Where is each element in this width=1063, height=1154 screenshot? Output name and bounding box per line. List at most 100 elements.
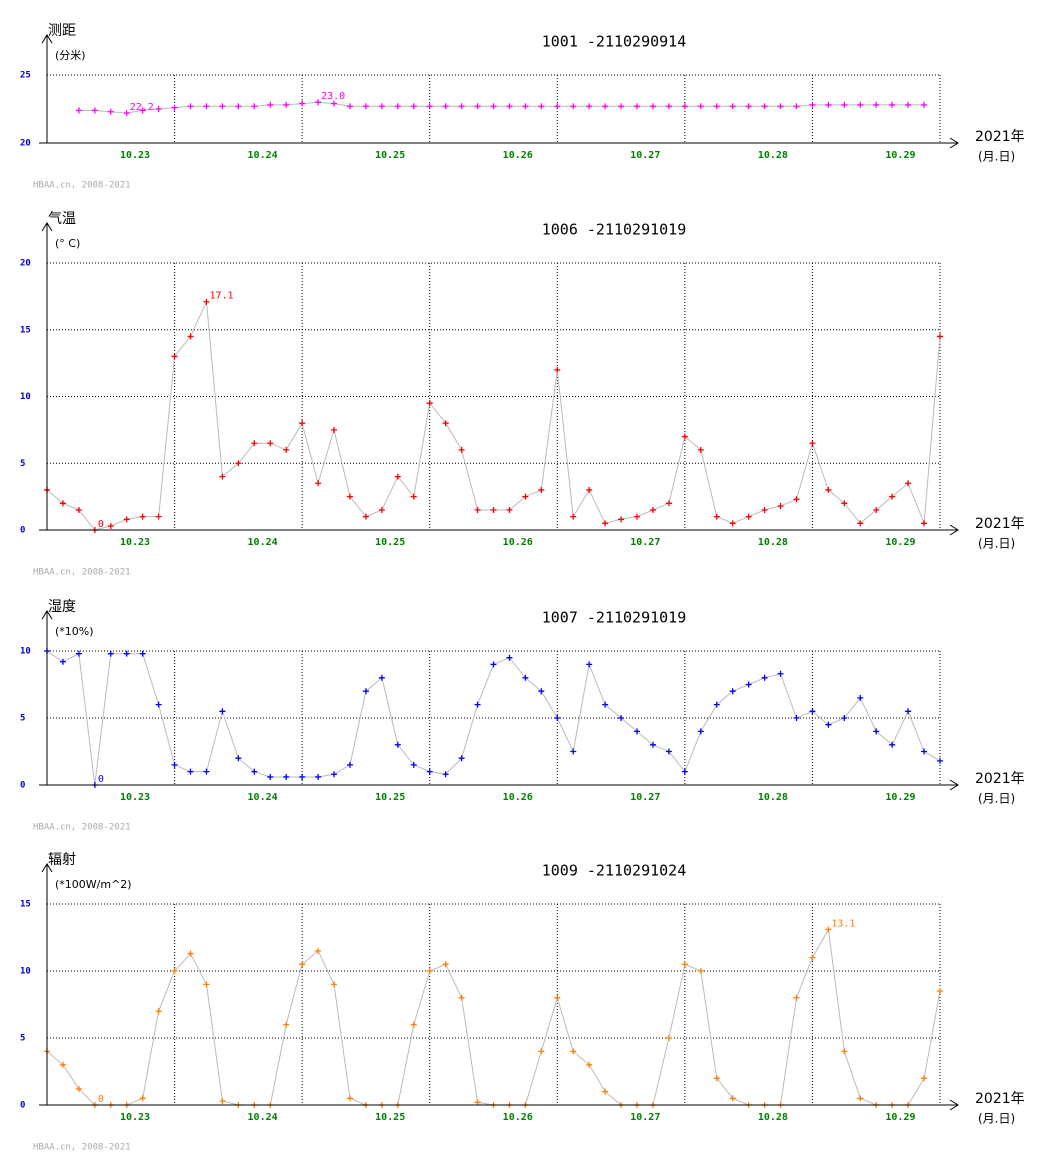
data-point <box>905 480 912 487</box>
y-tick-label: 20 <box>20 139 31 149</box>
data-point <box>713 1075 720 1082</box>
x-axis-label: 2021年 <box>975 129 1025 145</box>
annotation: 0 <box>98 519 104 530</box>
footer: HBAA.cn, 2008-2021 <box>33 1143 131 1153</box>
data-point <box>761 103 768 110</box>
x-axis-label: 2021年 <box>975 516 1025 532</box>
x-tick-label: 10.29 <box>885 792 915 803</box>
x-tick-label: 10.24 <box>248 150 278 161</box>
data-point <box>586 1061 593 1068</box>
data-point <box>649 506 656 513</box>
data-point <box>937 333 943 340</box>
data-point <box>889 101 896 108</box>
x-tick-label: 10.27 <box>630 1112 660 1123</box>
x-tick-label: 10.24 <box>248 537 278 548</box>
data-point <box>346 103 353 110</box>
data-point <box>315 480 322 487</box>
data-point <box>123 650 130 657</box>
series-line <box>78 101 925 114</box>
data-point <box>665 500 672 507</box>
data-point <box>825 486 832 493</box>
x-axis-unit: (月.日) <box>978 792 1015 806</box>
data-point <box>522 493 529 500</box>
panel-subtitle: 1007 -2110291019 <box>542 609 687 627</box>
data-point <box>315 773 322 780</box>
data-point <box>235 755 242 762</box>
data-point <box>442 420 449 427</box>
panel-subtitle: 1001 -2110290914 <box>542 33 687 51</box>
data-point <box>378 674 385 681</box>
x-axis-label: 2021年 <box>975 1091 1025 1107</box>
data-point <box>681 103 688 110</box>
data-point <box>299 420 306 427</box>
data-point <box>570 1048 577 1055</box>
data-point <box>155 701 162 708</box>
x-tick-label: 10.26 <box>503 1112 533 1123</box>
data-point <box>841 101 848 108</box>
data-point <box>554 103 561 110</box>
data-point <box>809 101 816 108</box>
x-tick-label: 10.23 <box>120 792 150 803</box>
data-point <box>793 994 800 1001</box>
data-point <box>793 103 800 110</box>
panel-title: 气温 <box>48 211 76 227</box>
data-point <box>442 961 449 968</box>
panel-title: 测距 <box>48 23 76 39</box>
data-point <box>203 103 210 110</box>
data-point <box>107 522 114 529</box>
x-axis-unit: (月.日) <box>978 1112 1015 1126</box>
data-point <box>905 708 912 715</box>
data-point <box>937 988 943 995</box>
data-point <box>809 440 816 447</box>
data-point <box>139 1095 146 1102</box>
data-point <box>123 110 130 117</box>
data-point <box>857 1095 864 1102</box>
y-tick-label: 10 <box>20 967 31 977</box>
x-tick-label: 10.27 <box>630 537 660 548</box>
data-point <box>905 101 912 108</box>
data-point <box>123 516 130 523</box>
data-point <box>107 108 114 115</box>
data-point <box>219 473 226 480</box>
annotation: 0 <box>98 774 104 785</box>
x-tick-label: 10.25 <box>375 792 405 803</box>
data-point <box>394 103 401 110</box>
data-point <box>665 103 672 110</box>
data-point <box>331 981 338 988</box>
footer: HBAA.cn, 2008-2021 <box>33 568 131 578</box>
data-point <box>235 103 242 110</box>
series-line <box>46 299 941 531</box>
data-point <box>75 650 82 657</box>
data-point <box>59 500 66 507</box>
y-axis-arrow <box>41 863 53 873</box>
x-tick-label: 10.28 <box>758 150 788 161</box>
data-point <box>649 103 656 110</box>
data-point <box>378 103 385 110</box>
data-point <box>139 107 146 114</box>
y-axis-arrow <box>41 610 53 620</box>
data-point <box>506 103 513 110</box>
data-point <box>346 1095 353 1102</box>
data-point <box>793 496 800 503</box>
data-point <box>315 99 322 106</box>
data-point <box>793 715 800 721</box>
x-tick-label: 10.29 <box>885 537 915 548</box>
data-point <box>761 674 768 681</box>
panel-subtitle: 1009 -2110291024 <box>542 862 687 880</box>
data-point <box>602 103 609 110</box>
data-point <box>187 103 194 110</box>
data-point <box>442 771 449 778</box>
data-point <box>474 1099 481 1106</box>
x-tick-label: 10.24 <box>248 1112 278 1123</box>
data-point <box>378 506 385 513</box>
x-axis-unit: (月.日) <box>978 537 1015 551</box>
data-point <box>873 506 880 513</box>
annotation: 23.0 <box>321 91 345 102</box>
data-point <box>362 103 369 110</box>
data-point <box>857 694 864 701</box>
data-point <box>75 506 82 513</box>
x-tick-label: 10.23 <box>120 1112 150 1123</box>
data-point <box>602 701 609 708</box>
data-point <box>809 708 816 715</box>
x-axis-arrow <box>949 779 959 791</box>
